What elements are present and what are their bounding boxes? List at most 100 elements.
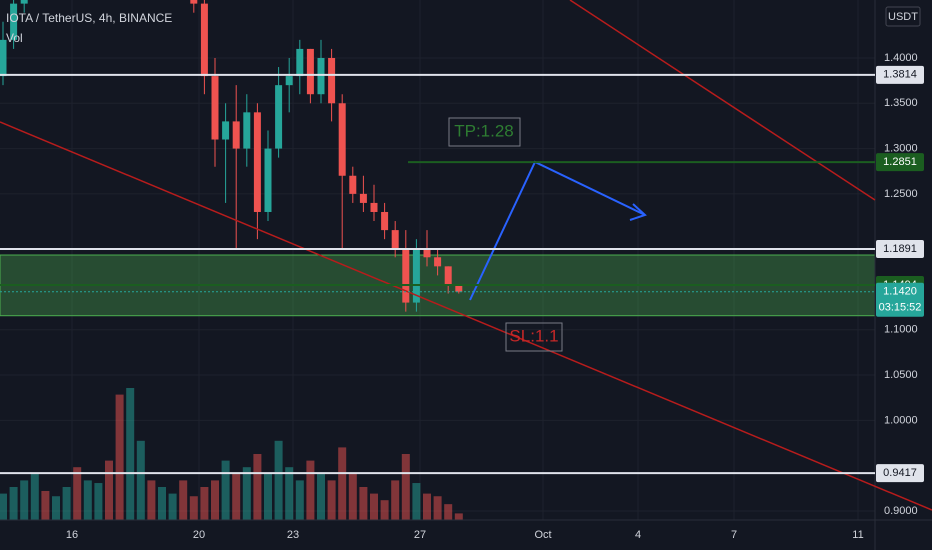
candle-body	[264, 148, 272, 212]
take-profit: TP:1.28	[454, 121, 514, 140]
volume-bar	[158, 487, 166, 520]
candle-body	[10, 3, 18, 40]
candle-body	[434, 257, 442, 267]
volume-bar	[179, 480, 188, 520]
candle-body	[391, 230, 399, 249]
y-tick-label: 1.2500	[884, 188, 918, 200]
y-tick-label: 1.3000	[884, 142, 918, 154]
symbol-title: IOTA / TetherUS, 4h, BINANCE	[6, 11, 172, 25]
y-tick-label: 1.3500	[884, 97, 918, 109]
volume-label: Vol	[6, 31, 23, 45]
candle-body	[444, 266, 452, 285]
x-tick-label: 11	[852, 529, 863, 541]
x-tick-label: 20	[193, 529, 205, 541]
volume-bar	[52, 496, 60, 520]
price-label: 0.9417	[883, 467, 917, 479]
volume-bar	[189, 496, 198, 520]
candle-body	[222, 121, 230, 140]
x-tick-label: 16	[66, 529, 78, 541]
x-tick-label: Oct	[534, 529, 551, 541]
price-label: 1.3814	[883, 69, 917, 81]
candle-body	[381, 211, 389, 231]
volume-bar	[454, 513, 463, 520]
volume-bar	[433, 496, 442, 520]
volume-bar	[264, 473, 272, 520]
candle-body	[0, 39, 7, 77]
volume-bar	[295, 480, 304, 520]
x-tick-label: 4	[635, 529, 641, 541]
price-label-box	[876, 65, 924, 84]
volume-bar	[317, 473, 325, 520]
candle-body	[328, 57, 336, 104]
y-tick-label: 1.0000	[884, 414, 918, 426]
currency-box[interactable]	[885, 6, 921, 27]
candle-body	[455, 284, 463, 292]
candle-body	[243, 112, 251, 149]
candle-body	[285, 76, 293, 86]
volume-bar	[370, 493, 378, 520]
volume-bar	[253, 454, 262, 520]
candle-body	[200, 3, 208, 77]
candle-body	[412, 248, 420, 303]
trend-line	[569, 0, 876, 201]
volume-bar	[73, 467, 82, 520]
countdown: 03:15:52	[879, 302, 922, 314]
candle-body	[253, 112, 261, 212]
volume-bar	[200, 487, 209, 520]
candle-body	[296, 48, 304, 77]
y-tick-label: 1.1000	[884, 324, 918, 336]
tp-box	[448, 117, 521, 147]
volume-bar	[147, 480, 156, 520]
volume-bar	[115, 394, 124, 520]
sl-box	[505, 322, 563, 352]
volume-bar	[62, 487, 71, 520]
volume-bar	[94, 483, 103, 520]
price-label-box	[876, 282, 924, 317]
volume-bar	[30, 473, 39, 520]
price-label-box	[876, 464, 924, 483]
price-label: 1.2851	[883, 156, 917, 168]
candle-body	[349, 175, 357, 194]
volume-bar	[306, 460, 315, 520]
volume-bar	[444, 504, 453, 520]
volume-bar	[242, 467, 251, 520]
price-label-box	[876, 240, 924, 259]
candle-body	[306, 48, 314, 95]
candle-body	[338, 103, 346, 176]
volume-bar	[327, 480, 336, 520]
volume-bar	[423, 493, 431, 520]
candle-body	[359, 193, 367, 203]
volume-bar	[0, 493, 7, 520]
volume-bar	[232, 473, 241, 520]
candle-body	[211, 76, 219, 140]
currency[interactable]: USDT	[888, 11, 918, 23]
volume-bar	[221, 460, 230, 520]
candle-body	[20, 0, 28, 4]
trend-line	[0, 121, 932, 511]
x-tick-label: 27	[414, 529, 426, 541]
volume-bar	[338, 447, 347, 520]
volume-bar	[380, 500, 389, 520]
candle-body	[402, 248, 410, 303]
candle-body	[190, 0, 198, 4]
volume-bar	[391, 480, 400, 520]
volume-bar	[83, 480, 92, 520]
price-label: 1.1420	[883, 286, 917, 298]
volume-bar	[126, 388, 135, 520]
volume-bar	[274, 440, 283, 520]
x-tick-label: 7	[731, 529, 737, 541]
candle-body	[232, 121, 240, 149]
volume-bar	[105, 460, 113, 520]
candle-body	[423, 248, 431, 258]
volume-bar	[412, 483, 421, 520]
volume-bar	[9, 487, 18, 520]
candle-body	[317, 57, 325, 95]
y-tick-label: 1.0500	[884, 369, 918, 381]
volume-bar	[401, 454, 410, 520]
arrow-head	[629, 203, 647, 221]
volume-bar	[211, 480, 219, 520]
volume-bar	[136, 440, 145, 520]
